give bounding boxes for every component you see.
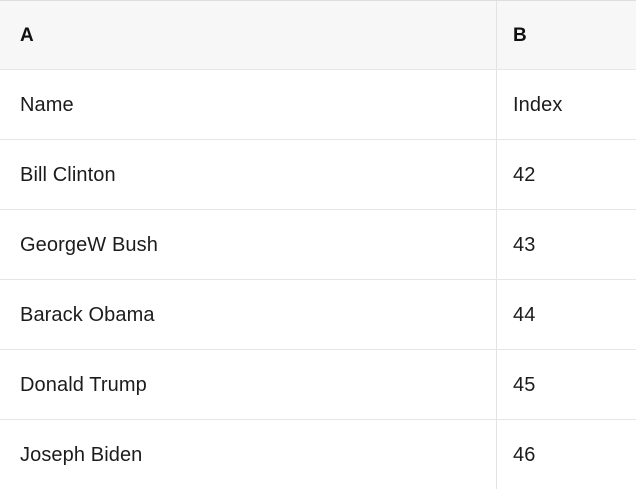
table-row: Barack Obama 44 <box>0 280 636 350</box>
table-cell-a[interactable]: Joseph Biden <box>0 420 497 489</box>
column-header-b[interactable]: B <box>513 24 527 46</box>
table-cell-a[interactable]: Name <box>0 70 497 139</box>
table-cell-b[interactable]: 45 <box>513 373 536 396</box>
table-row: Name Index <box>0 70 636 140</box>
table-cell-b[interactable]: 44 <box>513 303 536 326</box>
table-row: GeorgeW Bush 43 <box>0 210 636 280</box>
table-row: Bill Clinton 42 <box>0 140 636 210</box>
table-cell-a[interactable]: Donald Trump <box>0 350 497 419</box>
table-cell-b[interactable]: 46 <box>513 443 536 466</box>
table-cell-b[interactable]: 43 <box>513 233 536 256</box>
header-row: A B <box>0 1 636 70</box>
table-cell-a[interactable]: GeorgeW Bush <box>0 210 497 279</box>
table-cell-a[interactable]: Bill Clinton <box>0 140 497 209</box>
table-cell-a[interactable]: Barack Obama <box>0 280 497 349</box>
table-cell-b[interactable]: Index <box>513 93 563 116</box>
table-row: Donald Trump 45 <box>0 350 636 420</box>
table-cell-b[interactable]: 42 <box>513 163 536 186</box>
table-row: Joseph Biden 46 <box>0 420 636 489</box>
column-header-a[interactable]: A <box>0 1 497 69</box>
table-body: Name Index Bill Clinton 42 GeorgeW Bush … <box>0 70 636 489</box>
